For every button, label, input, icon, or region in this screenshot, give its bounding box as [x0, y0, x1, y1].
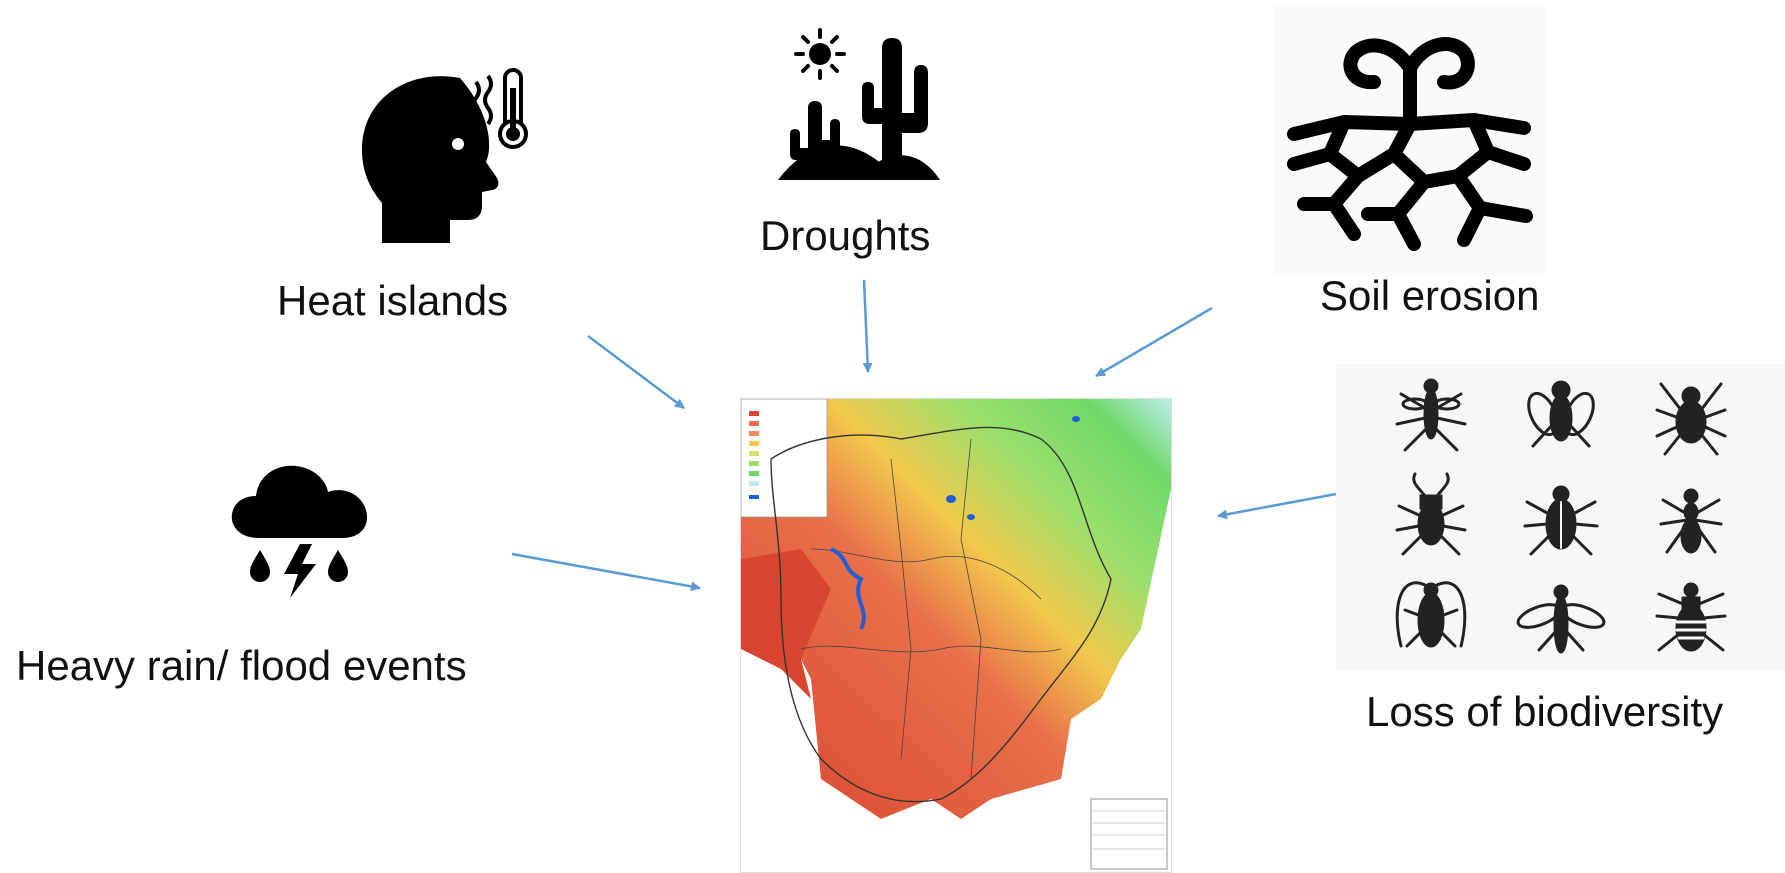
arrow-soil-erosion: [1095, 306, 1213, 378]
regional-climate-map-image: [741, 399, 1171, 872]
label-soil-erosion: Soil erosion: [1320, 272, 1540, 319]
storm-cloud-rain-lightning-icon: [231, 465, 368, 598]
arrow-droughts: [862, 279, 873, 373]
label-droughts: Droughts: [760, 212, 931, 259]
arrow-heat-islands: [587, 335, 685, 409]
label-heavy-rain: Heavy rain/ flood events: [16, 642, 467, 689]
head-with-thermometer-icon: [361, 68, 528, 243]
soil-icon-panel: [1274, 4, 1546, 276]
sprout-roots-cracked-soil-icon: [1287, 37, 1533, 251]
arrow-heavy-rain: [511, 552, 701, 592]
regional-climate-map: [740, 398, 1172, 873]
insect-grid-icon: [1395, 378, 1727, 654]
sun-and-cactus-icon: [778, 28, 940, 180]
label-biodiversity: Loss of biodiversity: [1366, 688, 1724, 735]
label-heat-islands: Heat islands: [277, 277, 509, 324]
arrow-biodiversity: [1217, 492, 1337, 520]
insect-grid-panel: [1336, 364, 1785, 670]
